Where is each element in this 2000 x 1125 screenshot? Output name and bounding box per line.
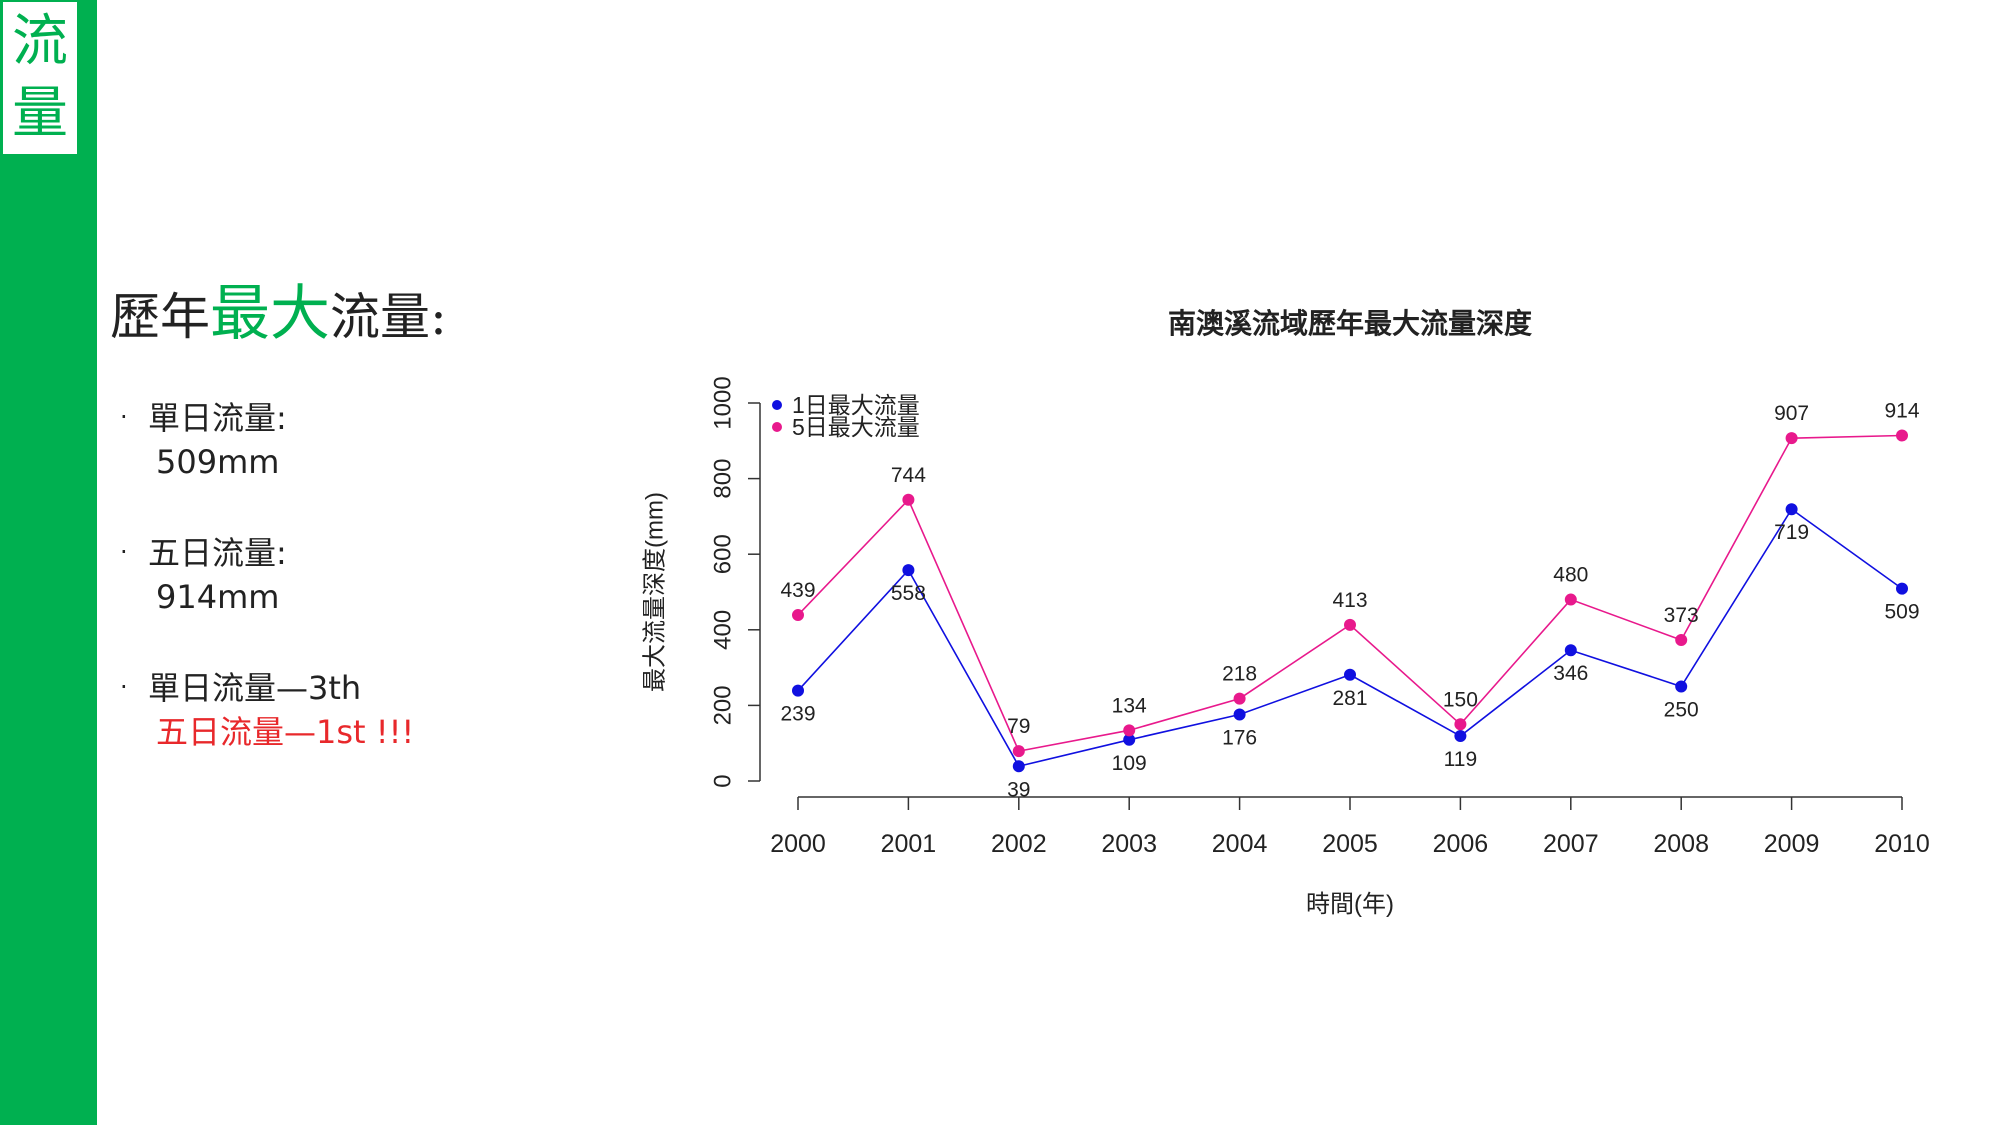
- series-2-data-label: 907: [1774, 402, 1809, 425]
- series-1-point: [1013, 760, 1025, 772]
- y-tick-label: 600: [709, 534, 736, 574]
- series-2-data-label: 218: [1222, 663, 1257, 686]
- x-tick-label: 2007: [1543, 830, 1599, 858]
- series-1-point: [1786, 503, 1798, 515]
- series-1-data-label: 719: [1774, 521, 1809, 544]
- series-1-point: [902, 564, 914, 576]
- y-tick-label: 400: [709, 610, 736, 650]
- series-2-point: [1675, 634, 1687, 646]
- y-tick-label: 0: [709, 774, 736, 787]
- series-2-point: [1344, 619, 1356, 631]
- y-tick-label: 200: [709, 685, 736, 725]
- x-tick-label: 2000: [770, 830, 826, 858]
- legend-marker-2: [772, 422, 782, 432]
- series-1-data-label: 109: [1112, 752, 1147, 775]
- x-tick-label: 2006: [1433, 830, 1489, 858]
- series-2-data-label: 914: [1884, 400, 1919, 423]
- series-1-data-label: 281: [1332, 687, 1367, 710]
- series-1-point: [1234, 708, 1246, 720]
- series-1-data-label: 558: [891, 582, 926, 605]
- series-2-data-label: 413: [1332, 589, 1367, 612]
- series-2-point: [1565, 594, 1577, 606]
- series-2-point: [902, 494, 914, 506]
- series-1-data-label: 119: [1444, 748, 1477, 771]
- chart-title: 南澳溪流域歷年最大流量深度: [1168, 307, 1532, 340]
- series-2-point: [1454, 718, 1466, 730]
- series-1-data-label: 239: [780, 703, 815, 726]
- series-1-point: [1344, 669, 1356, 681]
- series-1-data-label: 250: [1664, 699, 1699, 722]
- series-2-point: [1123, 724, 1135, 736]
- x-axis-label: 時間(年): [1306, 891, 1394, 918]
- x-tick-label: 2003: [1101, 830, 1157, 858]
- legend-label-2: 5日最大流量: [792, 414, 920, 440]
- series-1-data-label: 509: [1884, 601, 1919, 624]
- series-2-point: [792, 609, 804, 621]
- x-tick-label: 2004: [1212, 830, 1268, 858]
- series-1-point: [1565, 644, 1577, 656]
- series-2-data-label: 744: [891, 464, 926, 487]
- y-tick-label: 1000: [709, 376, 736, 429]
- y-axis-label: 最大流量深度(mm): [641, 492, 668, 692]
- x-tick-label: 2009: [1764, 830, 1820, 858]
- y-tick-label: 800: [709, 459, 736, 499]
- series-2-data-label: 439: [780, 579, 815, 602]
- series-1-point: [1454, 730, 1466, 742]
- x-tick-label: 2010: [1874, 830, 1930, 858]
- series-2-data-label: 150: [1443, 688, 1478, 711]
- x-tick-label: 2005: [1322, 830, 1378, 858]
- series-line-1: [798, 509, 1902, 766]
- series-1-data-label: 39: [1007, 778, 1030, 801]
- series-2-data-label: 134: [1112, 694, 1147, 717]
- x-tick-label: 2001: [881, 830, 937, 858]
- x-tick-label: 2008: [1653, 830, 1709, 858]
- series-2-point: [1786, 432, 1798, 444]
- series-2-data-label: 373: [1664, 604, 1699, 627]
- legend-marker-1: [772, 400, 782, 410]
- series-2-point: [1013, 745, 1025, 757]
- series-1-point: [1896, 583, 1908, 595]
- series-1-point: [1675, 681, 1687, 693]
- series-1-data-label: 346: [1553, 662, 1588, 685]
- x-tick-label: 2002: [991, 830, 1047, 858]
- series-2-point: [1234, 693, 1246, 705]
- series-1-data-label: 176: [1222, 726, 1257, 749]
- series-1-point: [792, 685, 804, 697]
- series-2-data-label: 480: [1553, 564, 1588, 587]
- series-2-point: [1896, 430, 1908, 442]
- series-2-data-label: 79: [1007, 715, 1030, 738]
